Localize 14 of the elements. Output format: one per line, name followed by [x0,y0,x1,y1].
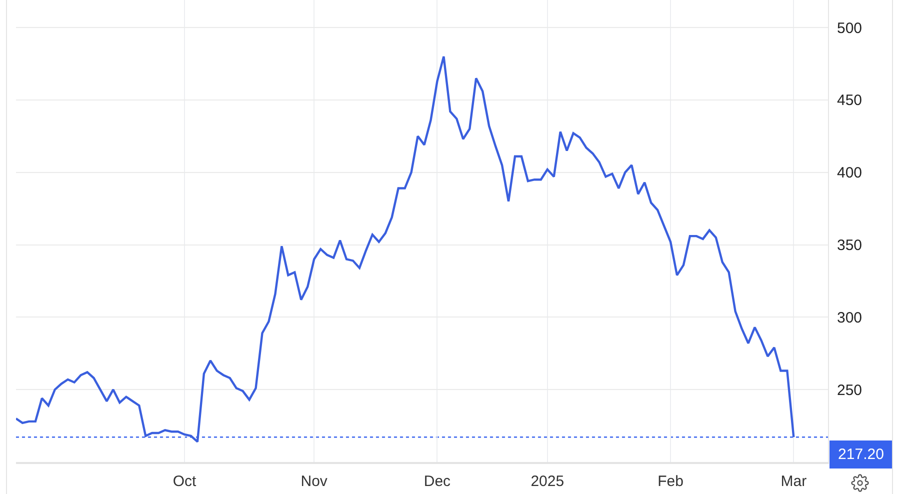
y-tick-label: 450 [837,92,862,110]
line-series [16,55,795,443]
y-tick-label: 300 [837,309,862,326]
y-tick-label: 250 [837,382,862,399]
y-tick-label: 350 [837,237,862,254]
ref-line-label: 217.20 [838,446,884,463]
x-tick-label: 2025 [530,473,564,490]
x-tick-label: Oct [172,473,197,490]
y-tick-label: 500 [837,20,862,37]
x-tick-label: Nov [300,473,328,490]
y-tick-label: 400 [837,164,862,182]
x-tick-label: Mar [780,473,807,490]
x-tick-label: Feb [658,473,684,490]
x-tick-label: Dec [424,473,452,490]
